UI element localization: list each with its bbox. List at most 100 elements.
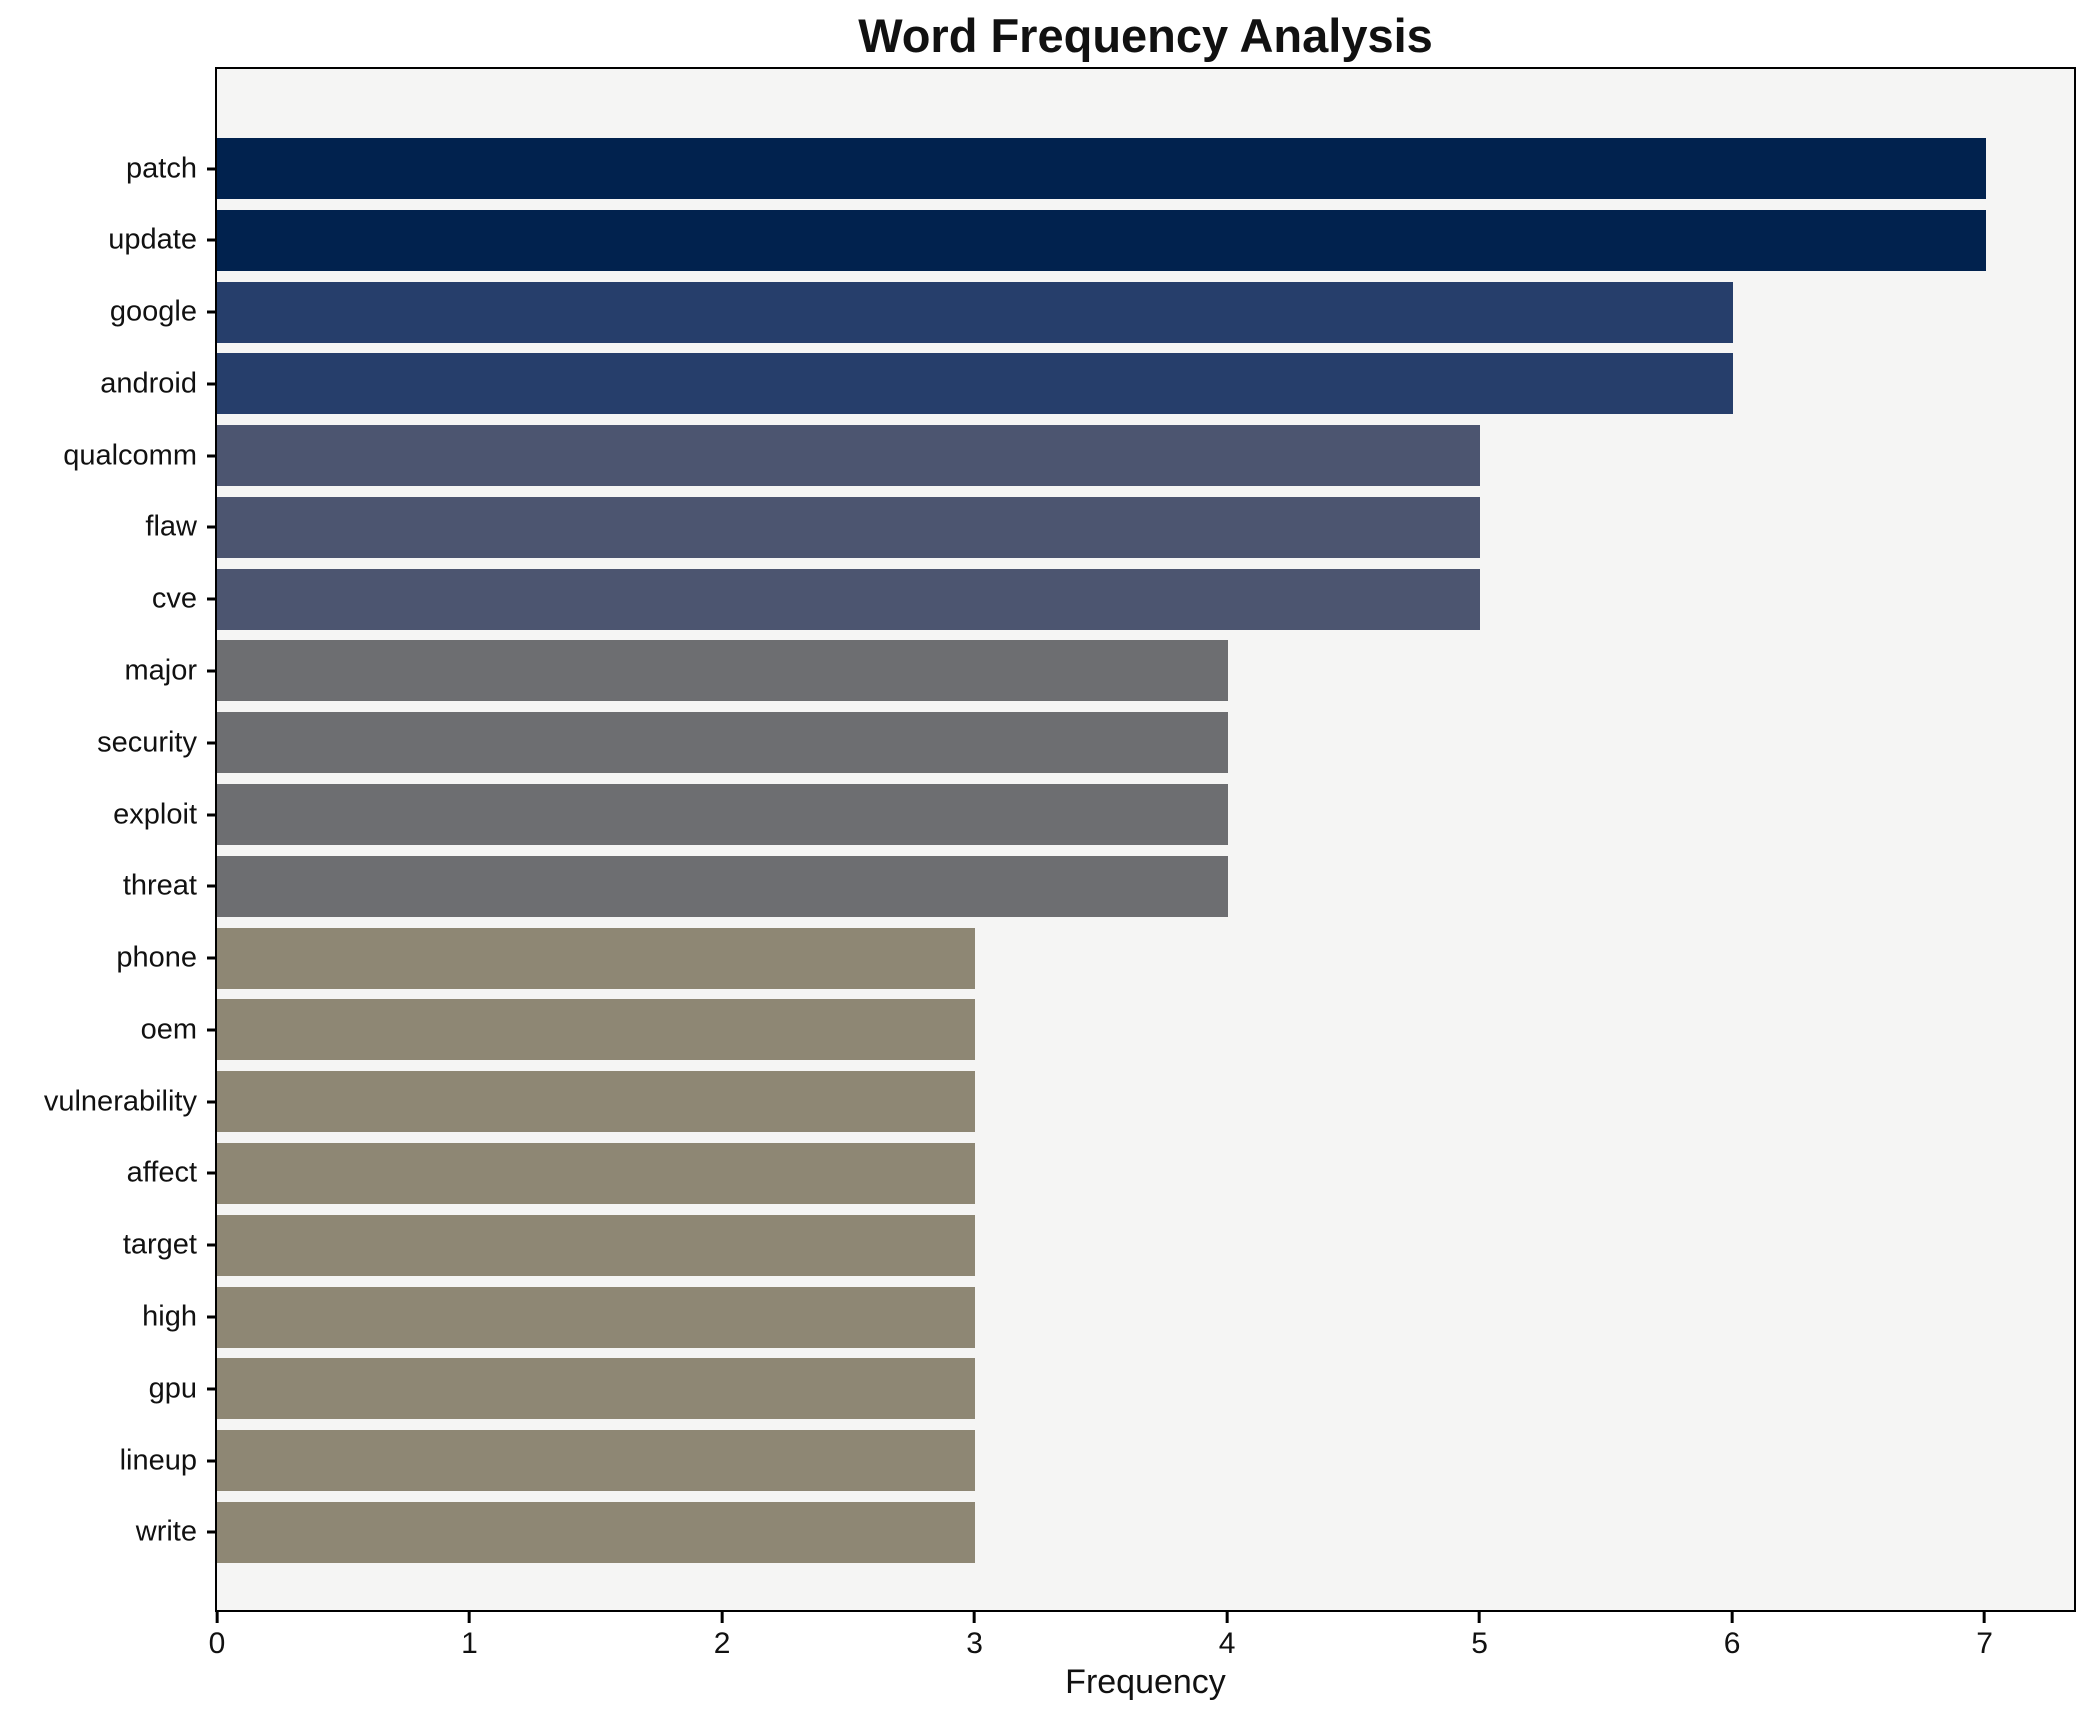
x-tick-mark [468,1612,472,1623]
x-tick-mark [1225,1612,1229,1623]
x-tick-mark [1478,1612,1482,1623]
bar-row: android [100,353,2074,415]
bar-row: flaw [145,496,2074,558]
bar-row: oem [141,999,2074,1061]
frequency-bar [217,1142,975,1204]
y-tick-mark [207,597,216,601]
bar-row: patch [126,138,2074,199]
y-tick-mark [207,813,216,817]
category-label: write [135,1515,197,1548]
chart-title: Word Frequency Analysis [858,9,1433,62]
y-tick-mark [207,741,216,745]
frequency-bar [217,353,1733,415]
frequency-bar [217,496,1481,558]
category-label: update [108,223,197,256]
bar-row: affect [127,1142,2074,1204]
frequency-bar [217,1214,975,1276]
frequency-bar [217,1430,975,1492]
x-axis: 0 1 2 3 4 5 6 7 [209,1612,2073,1682]
category-label: phone [116,941,197,974]
frequency-bar [217,425,1481,487]
category-label: oem [140,1013,197,1046]
y-tick-mark [207,238,216,242]
x-tick: 0 [208,1612,226,1660]
category-label: google [109,295,197,328]
x-tick: 6 [1723,1612,1741,1660]
frequency-bar [217,784,1228,846]
x-tick-mark [720,1612,724,1623]
y-tick-mark [207,1100,216,1104]
bar-row: vulnerability [44,1071,2074,1133]
bars-area: patch update google android qualcomm flaw cve m… [44,69,2074,1610]
y-tick-mark [207,1315,216,1319]
bar-row: exploit [113,784,2074,846]
bar-row: security [97,712,2074,774]
plot-area: patch update google android qualcomm flaw cve m… [44,67,2076,1612]
y-tick-mark [207,167,216,170]
y-tick-mark [207,525,216,529]
category-label: flaw [145,510,197,543]
bar-row: major [124,640,2074,702]
frequency-bar [217,712,1228,774]
bar-row: phone [116,927,2074,989]
y-tick-mark [207,382,216,386]
frequency-bar [217,568,1481,630]
y-tick-mark [207,454,216,458]
category-label: threat [122,869,197,902]
category-label: qualcomm [63,439,197,472]
bar-row: lineup [120,1430,2074,1492]
y-tick-mark [207,1530,216,1534]
x-tick-label: 4 [1218,1627,1236,1660]
x-tick: 2 [713,1612,731,1660]
frequency-bar [217,855,1228,917]
y-tick-mark [207,956,216,960]
frequency-bar [217,281,1733,343]
x-tick-mark [1983,1612,1987,1623]
bar-row: threat [123,855,2074,917]
x-tick-label: 6 [1723,1627,1741,1660]
x-tick: 4 [1218,1612,1236,1660]
y-tick-mark [207,1459,216,1463]
category-label: exploit [113,798,197,831]
category-label: major [124,654,197,687]
y-tick-mark [207,1243,216,1247]
x-tick: 7 [1976,1612,1993,1659]
y-tick-mark [207,310,216,314]
frequency-bar [217,1358,975,1420]
category-label: security [97,726,197,759]
bar-row: google [110,281,2074,343]
x-tick-label: 0 [208,1627,226,1660]
frequency-bar [217,1071,975,1133]
x-tick-mark [215,1612,219,1623]
x-tick-label: 5 [1471,1627,1488,1660]
x-tick: 1 [461,1612,478,1659]
y-tick-mark [207,669,216,673]
bar-row: target [123,1214,2074,1276]
bar-row: write [136,1501,2074,1563]
x-axis-label: Frequency [1065,1663,1226,1701]
category-label: patch [126,152,197,184]
x-tick-mark [1730,1612,1734,1623]
category-label: affect [126,1156,197,1189]
category-label: vulnerability [43,1085,197,1118]
category-label: lineup [119,1444,197,1477]
x-tick-label: 1 [461,1627,478,1660]
y-tick-mark [207,1028,216,1032]
bar-row: gpu [149,1358,2074,1420]
x-tick-mark [973,1612,977,1623]
category-label: high [142,1300,197,1333]
y-tick-mark [207,884,216,888]
y-tick-mark [207,1387,216,1391]
frequency-bar [217,999,975,1061]
x-tick: 3 [966,1612,983,1659]
x-tick-label: 2 [713,1627,731,1660]
frequency-bar [217,927,975,989]
category-label: gpu [148,1372,197,1405]
frequency-bar [217,1286,975,1348]
category-label: android [100,367,197,400]
x-tick-label: 3 [966,1627,983,1660]
bar-row: qualcomm [63,425,2074,487]
frequency-bar [217,640,1228,702]
bar-row: high [142,1286,2074,1348]
